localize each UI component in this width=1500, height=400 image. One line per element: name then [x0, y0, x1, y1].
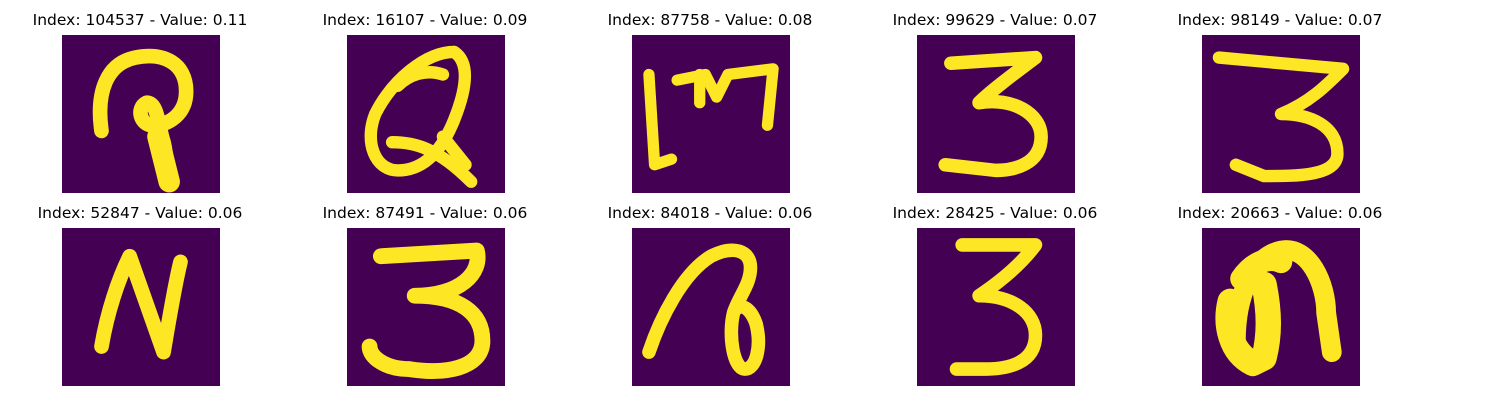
panel-title: Index: 28425 - Value: 0.06 — [892, 204, 1098, 222]
glyph-image — [1202, 228, 1360, 386]
glyph-image — [632, 228, 790, 386]
glyph-image — [1202, 35, 1360, 193]
glyph-image — [632, 35, 790, 193]
panel-6: Index: 52847 - Value: 0.06 — [0, 203, 280, 393]
glyph-image — [347, 228, 505, 386]
glyph-image — [917, 228, 1075, 386]
panel-5: Index: 98149 - Value: 0.07 — [1140, 10, 1420, 200]
panel-title: Index: 87758 - Value: 0.08 — [607, 11, 813, 29]
panel-title: Index: 16107 - Value: 0.09 — [322, 11, 528, 29]
panel-2: Index: 16107 - Value: 0.09 — [285, 10, 565, 200]
panel-title: Index: 99629 - Value: 0.07 — [892, 11, 1098, 29]
panel-8: Index: 84018 - Value: 0.06 — [570, 203, 850, 393]
panel-7: Index: 87491 - Value: 0.06 — [285, 203, 565, 393]
panel-title: Index: 98149 - Value: 0.07 — [1177, 11, 1383, 29]
panel-title: Index: 52847 - Value: 0.06 — [37, 204, 243, 222]
panel-title: Index: 87491 - Value: 0.06 — [322, 204, 528, 222]
panel-9: Index: 28425 - Value: 0.06 — [855, 203, 1135, 393]
panel-title: Index: 104537 - Value: 0.11 — [32, 11, 248, 29]
glyph-image — [917, 35, 1075, 193]
panel-title: Index: 84018 - Value: 0.06 — [607, 204, 813, 222]
glyph-image — [62, 35, 220, 193]
panel-4: Index: 99629 - Value: 0.07 — [855, 10, 1135, 200]
glyph-image — [347, 35, 505, 193]
panel-3: Index: 87758 - Value: 0.08 — [570, 10, 850, 200]
panel-1: Index: 104537 - Value: 0.11 — [0, 10, 280, 200]
glyph-image — [62, 228, 220, 386]
panel-title: Index: 20663 - Value: 0.06 — [1177, 204, 1383, 222]
panel-10: Index: 20663 - Value: 0.06 — [1140, 203, 1420, 393]
